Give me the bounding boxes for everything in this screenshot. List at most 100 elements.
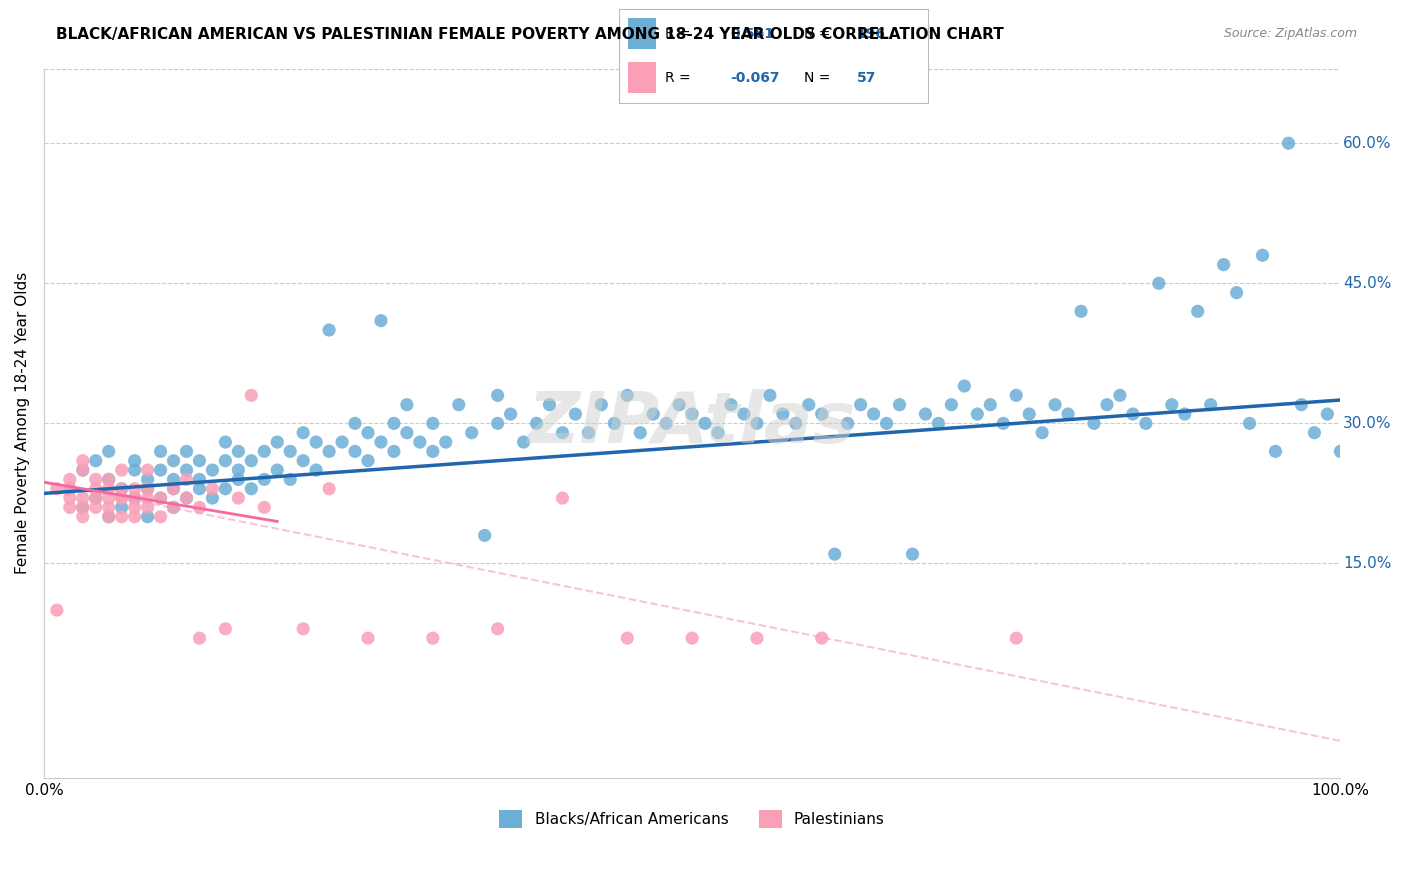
Point	[1095, 398, 1118, 412]
Point	[344, 417, 367, 431]
Point	[228, 463, 250, 477]
Point	[357, 631, 380, 645]
Point	[188, 482, 211, 496]
Point	[499, 407, 522, 421]
Point	[240, 388, 263, 402]
Point	[1226, 285, 1249, 300]
Point	[772, 407, 794, 421]
Point	[253, 500, 276, 515]
Point	[136, 472, 159, 486]
Point	[810, 631, 832, 645]
Point	[422, 417, 444, 431]
Text: BLACK/AFRICAN AMERICAN VS PALESTINIAN FEMALE POVERTY AMONG 18-24 YEAR OLDS CORRE: BLACK/AFRICAN AMERICAN VS PALESTINIAN FE…	[56, 27, 1004, 42]
Point	[1303, 425, 1326, 440]
Point	[97, 482, 120, 496]
Point	[993, 417, 1015, 431]
Point	[1174, 407, 1197, 421]
FancyBboxPatch shape	[628, 18, 655, 49]
Point	[292, 454, 315, 468]
Point	[979, 398, 1001, 412]
Point	[124, 509, 146, 524]
Point	[1212, 258, 1234, 272]
Point	[266, 463, 288, 477]
Point	[305, 463, 328, 477]
Point	[370, 313, 392, 327]
Point	[136, 491, 159, 505]
Point	[124, 482, 146, 496]
Point	[797, 398, 820, 412]
Point	[214, 454, 236, 468]
Point	[344, 444, 367, 458]
Text: -0.067: -0.067	[730, 71, 779, 86]
Point	[1239, 417, 1261, 431]
Point	[318, 323, 340, 337]
Point	[201, 491, 224, 505]
Text: R =: R =	[665, 28, 690, 41]
Point	[253, 472, 276, 486]
Point	[45, 482, 67, 496]
Text: N =: N =	[804, 28, 831, 41]
Point	[1147, 277, 1170, 291]
Point	[382, 444, 405, 458]
Point	[201, 482, 224, 496]
Point	[1277, 136, 1299, 151]
Point	[474, 528, 496, 542]
Point	[84, 491, 107, 505]
Point	[72, 463, 94, 477]
Point	[576, 425, 599, 440]
Point	[124, 491, 146, 505]
Point	[434, 435, 457, 450]
Point	[111, 463, 134, 477]
Point	[357, 454, 380, 468]
Point	[824, 547, 846, 561]
Point	[357, 425, 380, 440]
Point	[1264, 444, 1286, 458]
Text: 196: 196	[856, 28, 886, 41]
Point	[278, 444, 301, 458]
Point	[228, 491, 250, 505]
Text: 15.0%: 15.0%	[1343, 556, 1392, 571]
Text: 60.0%: 60.0%	[1343, 136, 1392, 151]
Point	[72, 463, 94, 477]
Point	[136, 482, 159, 496]
Point	[810, 407, 832, 421]
Text: 0.561: 0.561	[730, 28, 773, 41]
Point	[97, 491, 120, 505]
Point	[733, 407, 755, 421]
Point	[72, 500, 94, 515]
Point	[176, 472, 198, 486]
Point	[409, 435, 432, 450]
Point	[124, 463, 146, 477]
Point	[1135, 417, 1157, 431]
Point	[927, 417, 949, 431]
Point	[278, 472, 301, 486]
Point	[551, 491, 574, 505]
Point	[591, 398, 613, 412]
Point	[214, 435, 236, 450]
Point	[1043, 398, 1066, 412]
Point	[162, 482, 184, 496]
Y-axis label: Female Poverty Among 18-24 Year Olds: Female Poverty Among 18-24 Year Olds	[15, 272, 30, 574]
Point	[1031, 425, 1053, 440]
Point	[188, 631, 211, 645]
Point	[266, 435, 288, 450]
Point	[486, 622, 509, 636]
Point	[616, 631, 638, 645]
Point	[136, 463, 159, 477]
Point	[966, 407, 988, 421]
Point	[1187, 304, 1209, 318]
Point	[97, 444, 120, 458]
Point	[395, 398, 418, 412]
Point	[124, 500, 146, 515]
Point	[97, 509, 120, 524]
Point	[201, 463, 224, 477]
Point	[447, 398, 470, 412]
Point	[228, 444, 250, 458]
Point	[395, 425, 418, 440]
Point	[97, 500, 120, 515]
Point	[176, 444, 198, 458]
Point	[1251, 248, 1274, 262]
Point	[318, 482, 340, 496]
Point	[72, 500, 94, 515]
Point	[136, 500, 159, 515]
